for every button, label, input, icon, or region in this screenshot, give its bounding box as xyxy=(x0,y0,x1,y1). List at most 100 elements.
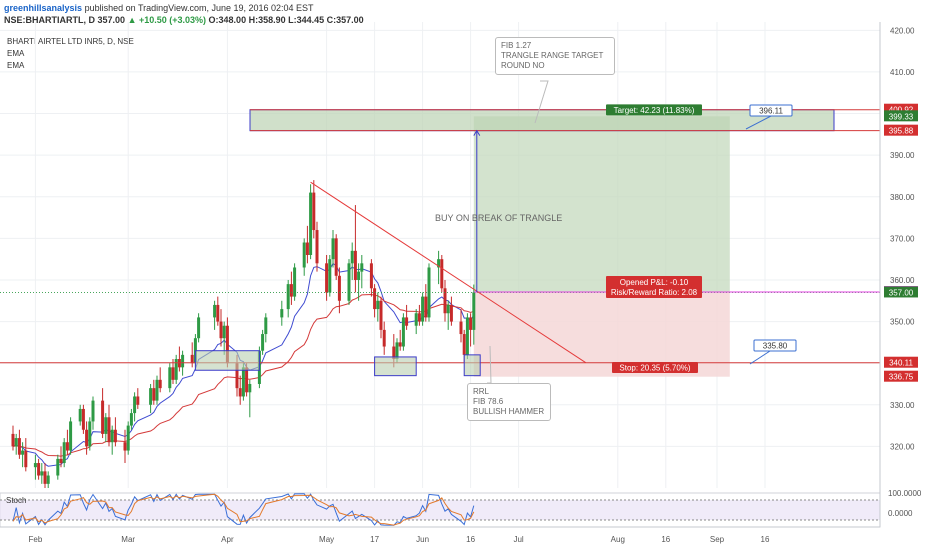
rr-text: Risk/Reward Ratio: 2.08 xyxy=(611,288,698,297)
legend-title: BHARTI AIRTEL LTD INR5, D, NSE xyxy=(7,37,134,46)
y-tick-label: 320.00 xyxy=(890,442,915,451)
price-scale-tag-bg xyxy=(884,124,918,136)
candle-body xyxy=(123,442,127,451)
candle-body xyxy=(286,284,290,310)
candle-body xyxy=(401,317,405,347)
candle-body xyxy=(238,388,242,397)
x-tick-label: Mar xyxy=(121,535,135,544)
measure-arrow-head xyxy=(473,129,481,136)
candle-body xyxy=(353,250,357,280)
axes: 320.00330.00340.00350.00360.00370.00380.… xyxy=(0,22,922,544)
candle-body xyxy=(443,288,447,314)
candle-body xyxy=(190,354,194,364)
x-tick-label: Jul xyxy=(513,535,523,544)
overlay-drawings: Target: 42.23 (11.83%) Stop: 20.35 (5.70%… xyxy=(0,80,880,384)
y-tick-label: 420.00 xyxy=(890,26,915,35)
candle-body xyxy=(56,458,60,476)
stop-price-pointer xyxy=(749,350,771,365)
candle-body xyxy=(459,321,463,335)
price-scale-tag-text: 395.88 xyxy=(889,127,914,136)
x-tick-label: 17 xyxy=(370,535,379,544)
candle-body xyxy=(245,367,249,393)
header-line: greenhillsanalysis published on TradingV… xyxy=(4,3,314,13)
x-tick-label: Apr xyxy=(221,535,234,544)
candle-body xyxy=(174,359,178,380)
price-scale-tag-text: 340.11 xyxy=(889,359,913,368)
candle-body xyxy=(392,346,396,360)
support-box xyxy=(463,354,481,377)
candle-body xyxy=(136,396,140,405)
stoch-k-line xyxy=(12,493,475,526)
author-link[interactable]: greenhillsanalysis xyxy=(4,3,83,13)
candle-body xyxy=(437,259,441,268)
legend-ema-2: EMA xyxy=(7,61,25,70)
price-scale-tag: 395.88 xyxy=(884,124,918,136)
price-scale-tag-text: 400.92 xyxy=(889,106,914,115)
candle-body xyxy=(350,250,354,264)
target-zone xyxy=(473,116,730,293)
triangle-trendline xyxy=(310,181,587,364)
x-tick-label: 16 xyxy=(661,535,670,544)
stop-label-bg xyxy=(612,362,698,373)
y-tick-label: 330.00 xyxy=(890,401,915,410)
candle-body xyxy=(65,442,69,451)
stop-price-tag-bg xyxy=(753,339,797,352)
candle-body xyxy=(155,379,159,401)
stoch-tick-label: 0.0000 xyxy=(888,509,913,518)
candle-body xyxy=(46,475,50,484)
y-tick-label: 380.00 xyxy=(890,193,915,202)
candle-body xyxy=(421,296,425,322)
x-tick-label: 16 xyxy=(466,535,475,544)
stop-label-text: Stop: 20.35 (5.70%) xyxy=(619,364,690,373)
candle-body xyxy=(171,367,175,380)
candle-body xyxy=(309,192,313,255)
candle-body xyxy=(91,400,95,422)
price-scale-tag-bg xyxy=(884,286,918,298)
price-scale-tag-text: 399.33 xyxy=(889,112,914,121)
last-price: 357.00 xyxy=(97,15,126,25)
candle-body xyxy=(40,471,44,476)
candle-body xyxy=(33,463,37,468)
price-scale-tag: 357.00 xyxy=(884,286,918,298)
pnl-text: Opened P&L: -0.10 xyxy=(620,278,689,287)
symbol-line: NSE:BHARTIARTL, D 357.00 ▲ +10.50 (+3.03… xyxy=(4,15,364,25)
candle-body xyxy=(133,396,137,414)
candle-body xyxy=(113,429,117,443)
candle-body xyxy=(328,259,332,293)
candle-body xyxy=(181,354,185,368)
candle-body xyxy=(446,304,450,314)
candle-body xyxy=(235,363,239,389)
rrl-note[interactable]: RRL FIB 78.6 BULLISH HAMMER xyxy=(467,383,551,421)
candle-body xyxy=(62,442,66,464)
candle-body xyxy=(43,471,47,484)
support-box xyxy=(374,356,417,377)
price-scale-tag-text: 336.75 xyxy=(889,373,914,382)
fib-note-pointer xyxy=(534,80,549,124)
price-scale-tag-bg xyxy=(884,370,918,382)
symbol-text: NSE:BHARTIARTL, D xyxy=(4,15,95,25)
x-tick-label: Sep xyxy=(710,535,725,544)
candle-body xyxy=(219,321,223,339)
candle-body xyxy=(331,238,335,260)
candle-body xyxy=(472,292,476,330)
candle-body xyxy=(107,417,111,443)
fib-note[interactable]: FIB 1.27 TRANGLE RANGE TARGET ROUND NO xyxy=(495,37,615,75)
candle-body xyxy=(104,417,108,434)
y-tick-label: 410.00 xyxy=(890,68,915,77)
y-tick-label: 360.00 xyxy=(890,276,915,285)
candle-body xyxy=(462,334,466,355)
candle-body xyxy=(417,313,421,322)
candle-body xyxy=(449,304,453,322)
stop-price-tag: 335.80 xyxy=(753,339,797,352)
candle-body xyxy=(280,309,284,318)
stochastic-panel: Stoch xyxy=(0,492,881,528)
candle-body xyxy=(17,438,21,455)
candle-body xyxy=(264,317,268,335)
target-label: Target: 42.23 (11.83%) xyxy=(606,104,702,116)
x-tick-label: Jun xyxy=(416,535,429,544)
candle-body xyxy=(302,242,306,268)
stop-label: Stop: 20.35 (5.70%) xyxy=(612,362,698,373)
stoch-d-line xyxy=(12,493,475,526)
x-tick-label: May xyxy=(319,535,334,544)
